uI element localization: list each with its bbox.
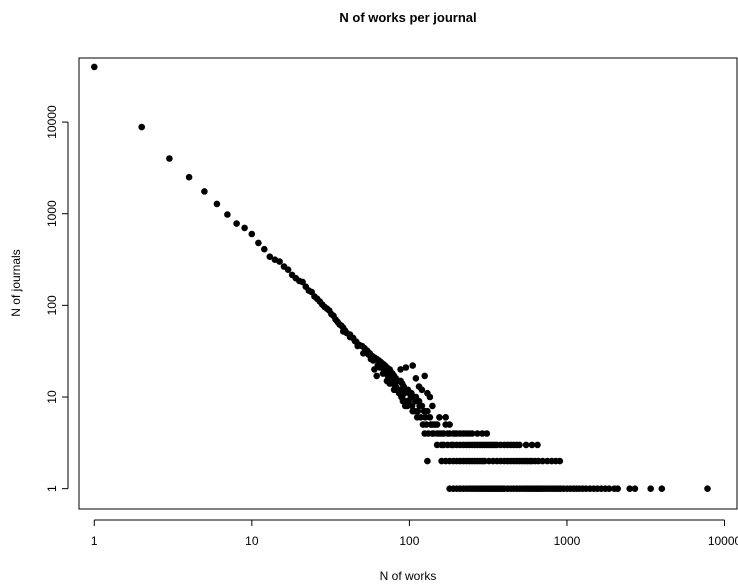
data-point	[423, 421, 430, 428]
data-point	[224, 211, 231, 218]
data-point	[412, 375, 420, 382]
data-point	[483, 430, 491, 437]
x-tick-label: 100	[399, 534, 419, 548]
data-point	[213, 200, 221, 208]
data-point	[516, 441, 523, 449]
data-point	[424, 457, 431, 465]
y-tick-label: 1000	[45, 200, 59, 227]
data-point	[414, 407, 422, 415]
data-point	[346, 333, 354, 341]
data-point	[409, 407, 417, 415]
y-tick-label: 100	[45, 295, 59, 315]
data-point	[284, 266, 292, 274]
data-point	[409, 362, 417, 369]
data-point	[403, 397, 410, 405]
plot-area	[78, 57, 738, 510]
y-axis-label: N of journals	[9, 249, 23, 316]
data-point	[408, 402, 416, 410]
data-point	[460, 430, 467, 437]
data-point	[138, 123, 145, 131]
data-point	[426, 414, 434, 421]
data-point	[421, 430, 429, 437]
data-point	[371, 366, 378, 373]
data-point	[528, 441, 536, 449]
data-point	[446, 421, 453, 428]
x-tick-label: 1000	[554, 534, 581, 548]
data-point	[647, 485, 654, 493]
data-point	[241, 224, 248, 232]
x-axis-label: N of works	[380, 569, 437, 583]
data-point	[534, 441, 541, 449]
data-point	[339, 328, 347, 335]
data-point	[418, 386, 426, 394]
data-point	[436, 414, 443, 421]
data-point	[426, 393, 434, 401]
y-tick-label: 10000	[45, 105, 59, 139]
data-point	[420, 407, 428, 415]
data-point	[402, 364, 410, 371]
data-point	[248, 230, 256, 238]
data-point	[444, 430, 452, 437]
data-point	[386, 366, 394, 373]
data-point	[631, 485, 639, 493]
data-points	[91, 63, 711, 493]
data-point	[429, 430, 436, 437]
data-point	[658, 485, 666, 493]
data-point	[261, 245, 268, 253]
y-axis: 1 10 100 1000 10000	[45, 105, 69, 492]
data-point	[201, 188, 208, 195]
data-point	[373, 372, 381, 380]
x-tick-label: 1	[91, 534, 98, 548]
data-point	[539, 457, 546, 465]
data-point	[255, 239, 262, 247]
data-point	[354, 342, 362, 350]
data-point	[440, 441, 448, 449]
chart-title: N of works per journal	[339, 10, 476, 25]
data-point	[233, 220, 240, 227]
data-point	[299, 278, 306, 286]
data-point	[397, 366, 404, 373]
x-tick-label: 10000	[708, 534, 738, 548]
data-point	[442, 414, 450, 421]
data-point	[556, 457, 564, 465]
data-point	[522, 441, 530, 449]
x-tick-label: 10	[245, 534, 259, 548]
data-point	[429, 402, 436, 410]
data-point	[466, 430, 473, 437]
data-point	[421, 414, 429, 421]
data-point	[390, 386, 398, 394]
data-point	[416, 402, 423, 410]
data-point	[383, 377, 391, 385]
data-point	[407, 393, 415, 401]
data-point	[474, 430, 481, 437]
data-point	[185, 173, 193, 181]
data-point	[276, 258, 283, 265]
data-point	[427, 421, 435, 428]
data-point	[433, 441, 441, 449]
data-point	[438, 430, 445, 437]
y-tick-label: 10	[45, 390, 59, 404]
data-point	[704, 485, 711, 493]
data-point	[266, 253, 274, 260]
data-point	[360, 350, 367, 357]
data-point	[614, 485, 621, 493]
data-point	[626, 485, 633, 493]
data-point	[91, 63, 98, 71]
data-point	[396, 386, 404, 394]
data-point	[398, 393, 406, 401]
data-point	[412, 397, 419, 405]
data-point	[421, 372, 429, 380]
y-tick-label: 1	[45, 485, 59, 492]
data-point	[370, 357, 377, 364]
data-point	[166, 155, 173, 162]
data-point	[453, 430, 461, 437]
data-point	[605, 485, 613, 493]
data-point	[433, 421, 441, 428]
x-axis: 1 10 100 1000 10000	[91, 519, 738, 548]
data-point	[379, 370, 387, 377]
